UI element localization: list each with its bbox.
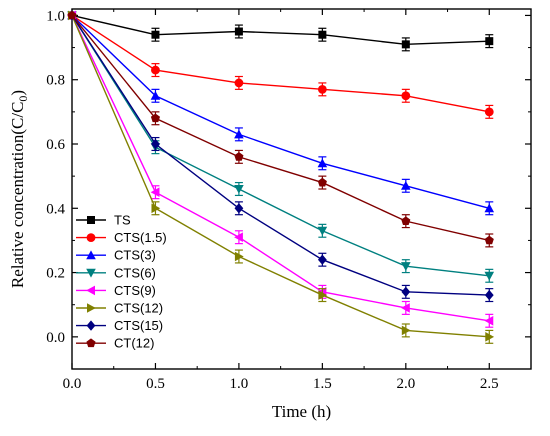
- legend-label-cts-3: CTS(3): [114, 248, 156, 263]
- data-point-cts-6: [484, 271, 495, 281]
- x-tick-label: 2.0: [396, 376, 415, 392]
- series-cts-3: [67, 10, 495, 216]
- data-point-cts-3: [234, 129, 244, 139]
- data-point-cts-12: [151, 203, 161, 214]
- data-point-cts-6: [234, 185, 244, 194]
- data-point-cts-12: [401, 325, 411, 336]
- legend-marker-cts-9: [86, 285, 95, 296]
- series-line-cts-12: [71, 15, 490, 338]
- data-point-cts-1-5: [401, 91, 411, 101]
- data-point-cts-12: [485, 332, 495, 342]
- series-line-cts-1-5: [71, 14, 490, 113]
- series-line-cts-3: [71, 14, 490, 209]
- data-point-cts-3: [150, 90, 161, 100]
- data-point-cts-3: [317, 158, 328, 168]
- legend-label-ts: TS: [114, 213, 131, 228]
- data-point-cts-1-5: [234, 78, 244, 88]
- y-axis-title-close: ): [8, 90, 27, 96]
- x-tick-label: 1.0: [230, 376, 249, 392]
- y-tick-label: 0.4: [46, 201, 65, 217]
- data-point-ts: [234, 27, 243, 36]
- plot-frame: [71, 8, 532, 370]
- legend-label-cts-9: CTS(9): [114, 283, 156, 298]
- y-axis-title-main: Relative concentration(C/C: [8, 102, 27, 288]
- data-point-cts-1-5: [484, 107, 494, 117]
- data-point-cts-15: [234, 203, 244, 214]
- legend-label-cts-1-5: CTS(1.5): [114, 230, 167, 245]
- y-tick-label: 0.8: [46, 73, 65, 89]
- data-point-cts-12: [318, 290, 328, 300]
- data-point-cts-15: [151, 138, 160, 150]
- series-line-cts-15: [71, 15, 490, 296]
- y-tick-label: 1.0: [46, 8, 65, 24]
- series-layer: [67, 10, 495, 344]
- data-point-ct-12: [234, 152, 244, 161]
- legend-label-ct-12: CT(12): [114, 336, 154, 351]
- data-point-cts-3: [484, 203, 495, 213]
- x-tick-label: 0.0: [63, 376, 82, 392]
- legend-marker-cts-12: [87, 303, 96, 313]
- y-tick-label: 0.2: [46, 266, 65, 282]
- legend-marker-cts-15: [86, 320, 96, 331]
- data-point-cts-9: [401, 303, 410, 313]
- axes-layer: 0.0 0.5 1.0 1.5 2.0 2.5 0.0 0.2 0.4 0.6 0.8 1.0: [46, 8, 531, 392]
- series-line-ts: [71, 14, 490, 46]
- y-tick-label: 0.6: [46, 137, 65, 153]
- data-point-ts: [318, 30, 327, 39]
- series-ct-12: [67, 10, 494, 248]
- series-cts-9: [67, 10, 494, 328]
- data-point-cts-15: [401, 286, 411, 298]
- data-point-ct-12: [401, 216, 411, 226]
- x-axis-title: Time (h): [272, 402, 331, 421]
- data-point-ct-12: [150, 113, 161, 123]
- data-point-cts-1-5: [151, 65, 160, 75]
- data-point-ts: [485, 37, 494, 46]
- series-cts-1-5: [67, 11, 494, 119]
- data-point-ct-12: [484, 235, 494, 245]
- data-point-cts-9: [234, 232, 243, 243]
- x-tick-label: 1.5: [313, 376, 332, 392]
- legend-label-cts-15: CTS(15): [114, 318, 163, 333]
- data-point-cts-12: [234, 251, 244, 262]
- legend-marker-ts: [87, 216, 95, 224]
- data-point-ct-12: [67, 10, 77, 20]
- data-point-cts-15: [484, 289, 494, 301]
- y-axis-title-subscript: 0: [16, 96, 30, 102]
- data-point-ct-12: [317, 177, 327, 187]
- data-point-cts-3: [401, 180, 411, 190]
- series-line-cts-9: [71, 15, 490, 322]
- data-point-ts: [401, 40, 410, 49]
- data-point-cts-6: [317, 226, 328, 236]
- data-point-cts-6: [401, 262, 411, 271]
- data-point-cts-9: [150, 187, 160, 198]
- y-tick-label: 0.0: [46, 330, 65, 346]
- x-tick-label: 2.5: [480, 376, 499, 392]
- series-cts-12: [68, 10, 495, 344]
- legend-marker-cts-1-5: [86, 233, 96, 243]
- data-point-cts-9: [484, 315, 494, 326]
- legend-marker-cts-6: [86, 268, 96, 278]
- y-axis-title: Relative concentration(C/C0): [8, 90, 30, 288]
- legend-label-cts-12: CTS(12): [114, 301, 163, 316]
- legend: TS CTS(1.5) CTS(3) CTS(6) CTS(9) CTS(12) CTS(1…: [76, 213, 167, 351]
- series-ts: [68, 11, 494, 52]
- legend-marker-cts-3: [86, 250, 96, 260]
- series-line-cts-6: [71, 15, 490, 277]
- data-point-cts-15: [317, 254, 327, 265]
- data-point-cts-1-5: [317, 84, 327, 94]
- series-line-ct-12: [71, 14, 490, 242]
- data-point-ts: [151, 30, 160, 39]
- legend-label-cts-6: CTS(6): [114, 265, 156, 280]
- x-tick-label: 0.5: [146, 376, 165, 392]
- legend-marker-ct-12: [86, 338, 96, 348]
